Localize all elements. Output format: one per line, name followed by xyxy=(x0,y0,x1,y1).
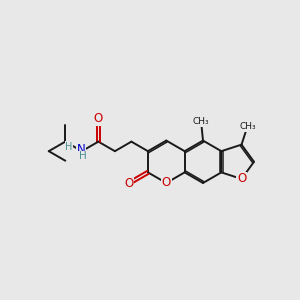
Text: H: H xyxy=(79,152,87,161)
Text: CH₃: CH₃ xyxy=(193,117,209,126)
Text: H: H xyxy=(65,142,73,152)
Text: CH₃: CH₃ xyxy=(240,122,256,131)
Text: O: O xyxy=(162,176,171,190)
Text: O: O xyxy=(237,172,246,185)
Text: O: O xyxy=(124,177,134,190)
Text: O: O xyxy=(94,112,103,125)
Text: N: N xyxy=(76,143,85,156)
